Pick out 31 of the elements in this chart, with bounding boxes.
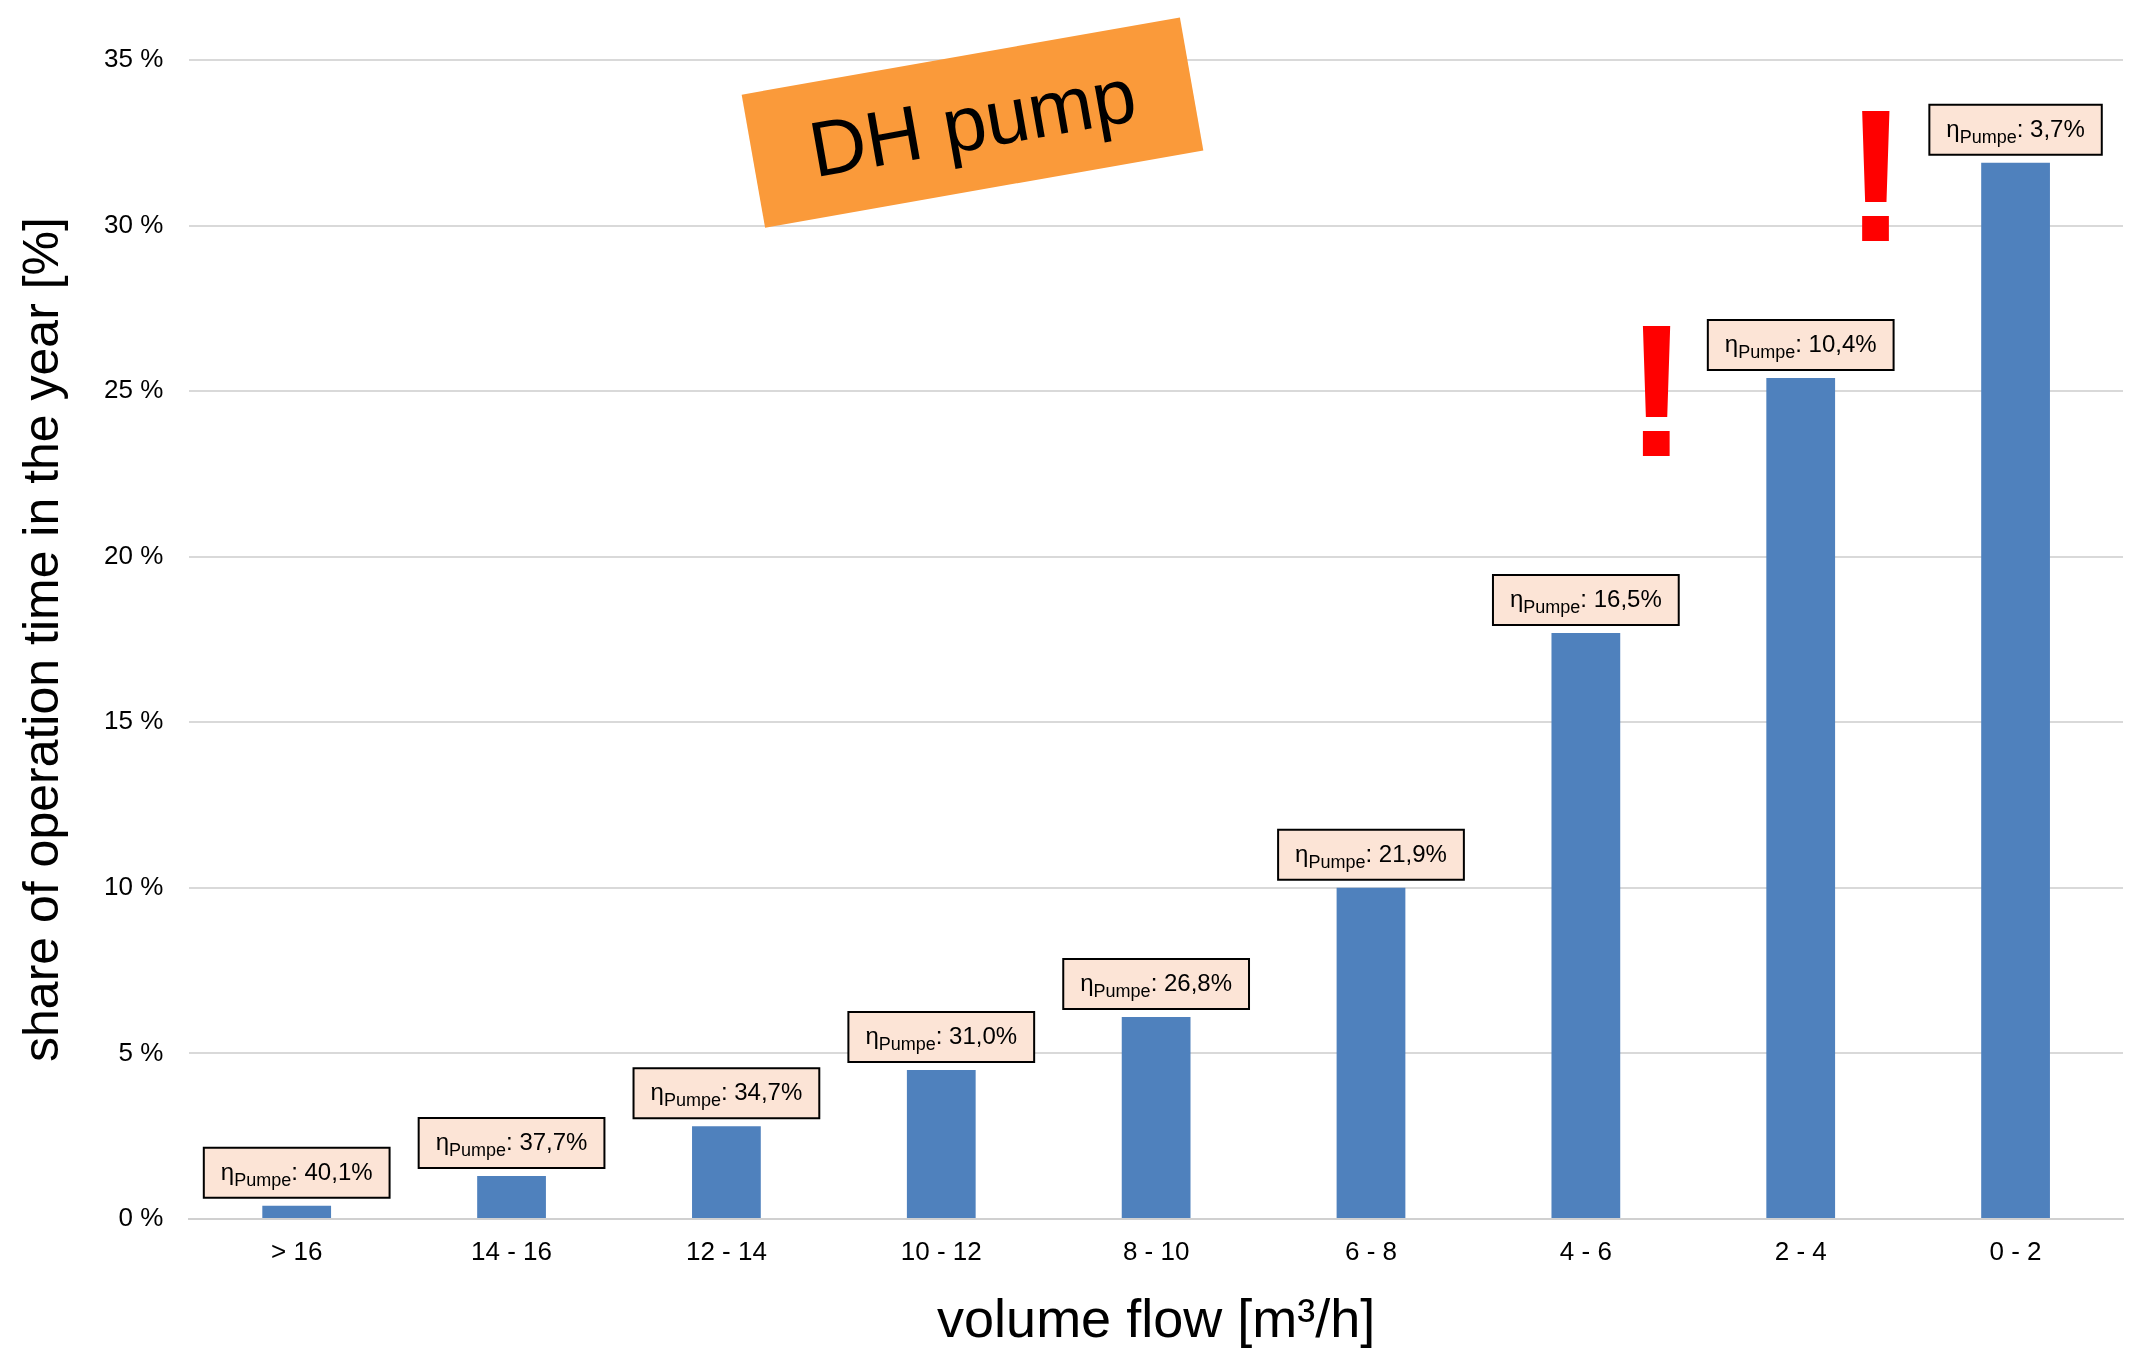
y-axis-title: share of operation time in the year [%] [12, 217, 69, 1062]
y-tick-label: 5 % [118, 1036, 164, 1067]
bar [262, 1205, 332, 1218]
x-tick-label: 6 - 8 [1344, 1235, 1398, 1266]
x-tick-label: 8 - 10 [1122, 1235, 1190, 1266]
x-tick-label: 0 - 2 [1989, 1235, 2042, 1266]
x-tick-label: 10 - 12 [900, 1235, 982, 1266]
y-tick-label: 25 % [104, 374, 164, 405]
bar [477, 1175, 546, 1218]
x-tick-label: 12 - 14 [685, 1235, 767, 1266]
annotation: ! [1625, 283, 1689, 496]
y-tick-label: 30 % [104, 208, 164, 239]
x-tick-label: 4 - 6 [1559, 1235, 1612, 1266]
chart-title: DH pump [741, 17, 1204, 228]
bar [906, 1069, 976, 1218]
y-tick-label: 10 % [104, 871, 164, 902]
x-tick-label: 14 - 16 [471, 1235, 553, 1266]
x-axis-title: volume flow [m³/h] [937, 1288, 1376, 1349]
bar [692, 1126, 761, 1218]
bar [1121, 1017, 1191, 1218]
bar [1766, 377, 1836, 1218]
y-tick-label: 20 % [104, 539, 164, 570]
y-tick-label: 0 % [118, 1202, 164, 1233]
x-tick-label: 2 - 4 [1774, 1235, 1827, 1266]
bar [1551, 632, 1621, 1218]
bar [1981, 162, 2050, 1218]
bar [1336, 887, 1406, 1218]
y-tick-label: 15 % [104, 705, 164, 736]
annotation: ! [1844, 68, 1908, 281]
x-tick-label: > 16 [271, 1235, 323, 1266]
y-tick-label: 35 % [104, 43, 164, 74]
